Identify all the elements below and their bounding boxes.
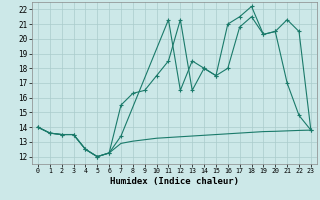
X-axis label: Humidex (Indice chaleur): Humidex (Indice chaleur) [110,177,239,186]
